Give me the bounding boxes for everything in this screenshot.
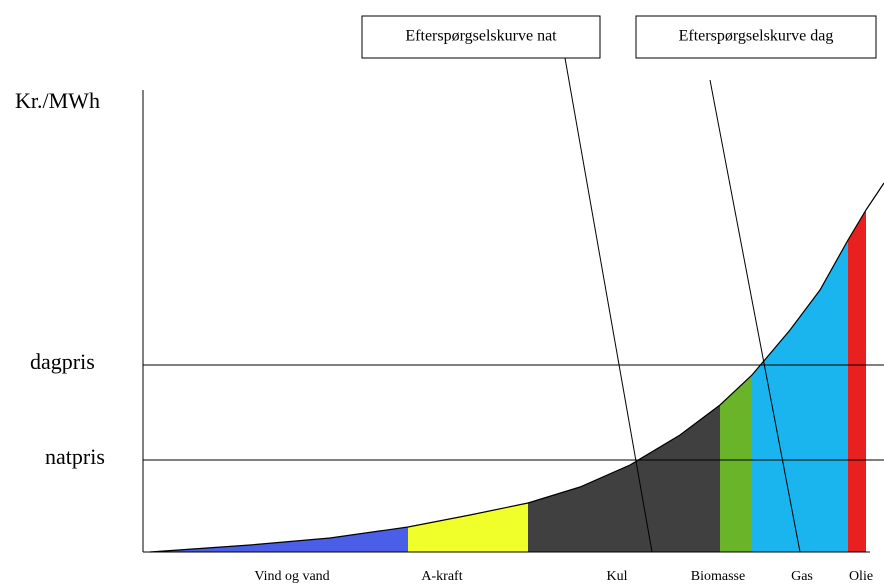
price-label: dagpris xyxy=(30,349,95,374)
segment-gas xyxy=(752,240,848,552)
demand-nat-box xyxy=(361,15,601,59)
segment-vind-og-vand xyxy=(150,527,408,552)
source-label: Biomasse xyxy=(691,569,745,584)
demand-nat-label: Efterspørgselskurve nat xyxy=(405,28,557,45)
supply-curve xyxy=(149,182,884,553)
price-label: natpris xyxy=(45,444,105,469)
source-label: Olie xyxy=(849,569,873,584)
demand-nat-line xyxy=(564,57,653,553)
demand-dag-label: Efterspørgselskurve dag xyxy=(679,28,834,45)
segment-kul xyxy=(528,405,720,552)
source-label: Kul xyxy=(607,569,628,584)
segment-a-kraft xyxy=(408,503,528,552)
demand-dag-box xyxy=(635,15,877,59)
source-label: Gas xyxy=(791,569,813,584)
source-label: A-kraft xyxy=(421,569,462,584)
segment-biomasse xyxy=(720,375,752,552)
axis-label: Kr./MWh xyxy=(15,88,100,113)
source-label: Vind og vand xyxy=(254,569,329,584)
segment-olie xyxy=(848,210,866,552)
demand-dag-line xyxy=(709,79,801,553)
